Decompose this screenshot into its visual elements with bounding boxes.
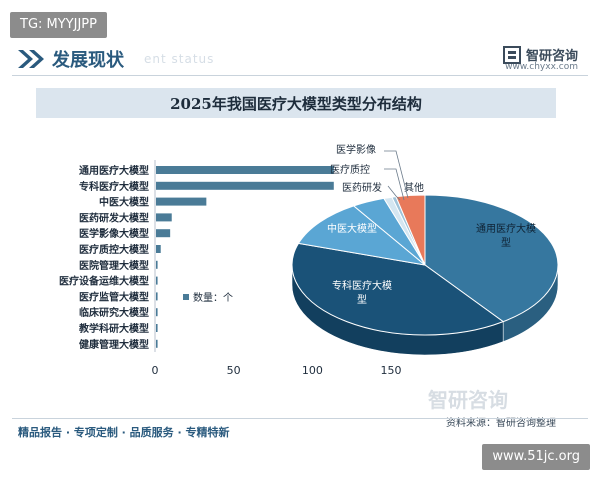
- x-tick-label: 100: [302, 364, 323, 377]
- bar: [156, 308, 158, 317]
- section-header: 发展现状 ent status 智研咨询 www.chyxx.com: [12, 42, 588, 76]
- tg-badge: TG: MYYJJPP: [10, 12, 107, 38]
- footer-watermark: 智研咨询: [428, 388, 508, 412]
- bar: [156, 260, 158, 269]
- pie-callout-label: 医学影像: [336, 143, 376, 156]
- legend-swatch: [183, 294, 189, 300]
- bar-category-label: 专科医疗大模型: [79, 180, 149, 193]
- x-tick-label: 0: [152, 364, 159, 377]
- site-badge: www.51jc.org: [482, 444, 590, 470]
- bar: [156, 181, 334, 190]
- bar-chart: 通用医疗大模型专科医疗大模型中医大模型医药研发大模型医学影像大模型医疗质控大模型…: [59, 160, 402, 377]
- brand-name: 智研咨询: [525, 49, 578, 64]
- bar-category-label: 医疗质控大模型: [79, 243, 149, 256]
- pie-label: 通用医疗大模: [476, 222, 536, 235]
- bar: [156, 245, 161, 253]
- pie-callout-label: 医药研发: [342, 181, 382, 194]
- bar: [156, 166, 334, 174]
- pie-label: 中医大模型: [327, 222, 377, 235]
- pie-slice: [424, 194, 559, 323]
- chart-title-box: 2025年我国医疗大模型类型分布结构: [36, 88, 556, 118]
- bar: [156, 292, 158, 301]
- pie-slice: [395, 194, 426, 266]
- bar-category-label: 教学科研大模型: [78, 322, 149, 335]
- brand: 智研咨询 www.chyxx.com: [502, 44, 578, 72]
- footer-slogan: 精品报告 · 专项定制 · 品质服务 · 专精特新: [18, 426, 230, 439]
- header-watermark: ent status: [144, 52, 215, 66]
- brand-url: www.chyxx.com: [505, 62, 578, 72]
- chart-title: 2025年我国医疗大模型类型分布结构: [170, 95, 422, 113]
- source-note: 资料来源：智研咨询整理: [446, 418, 556, 429]
- bar: [156, 324, 158, 332]
- bar: [156, 339, 158, 348]
- bar-category-label: 通用医疗大模型: [79, 164, 149, 177]
- footer-divider: [12, 418, 588, 419]
- bar: [156, 197, 207, 206]
- pie-leader-line: [384, 168, 405, 201]
- bar-category-label: 医疗设备运维大模型: [59, 275, 149, 288]
- pie-slice: [291, 242, 505, 336]
- double-arrow-icon: [18, 50, 44, 68]
- header-divider: [12, 75, 588, 76]
- bar: [156, 229, 171, 238]
- bar-category-label: 中医大模型: [99, 196, 149, 209]
- bar-category-label: 医疗监管大模型: [79, 290, 149, 303]
- pie-leader-line: [387, 185, 401, 201]
- legend-label: 数量：个: [193, 291, 233, 304]
- bar-category-label: 临床研究大模型: [79, 306, 149, 319]
- x-tick-label: 50: [227, 364, 241, 377]
- pie-label: 型: [501, 236, 511, 249]
- bar-category-label: 医药研发大模型: [79, 211, 149, 224]
- pie-callout-label: 医疗质控: [330, 163, 370, 176]
- bar: [156, 213, 172, 222]
- bar: [156, 276, 158, 285]
- bar-category-label: 医院管理大模型: [79, 259, 149, 272]
- pie-leader-line: [384, 150, 409, 199]
- pie-label: 专科医疗大模: [332, 279, 392, 292]
- x-tick-label: 150: [381, 364, 402, 377]
- pie-slice: [297, 205, 427, 266]
- pie-label: 型: [357, 293, 367, 306]
- bar-category-label: 健康管理大模型: [79, 338, 149, 351]
- brand-logo-icon: [502, 45, 521, 64]
- section-title: 发展现状: [52, 50, 124, 71]
- pie-callout-label: 其他: [404, 181, 424, 194]
- bar-category-label: 医学影像大模型: [79, 227, 149, 240]
